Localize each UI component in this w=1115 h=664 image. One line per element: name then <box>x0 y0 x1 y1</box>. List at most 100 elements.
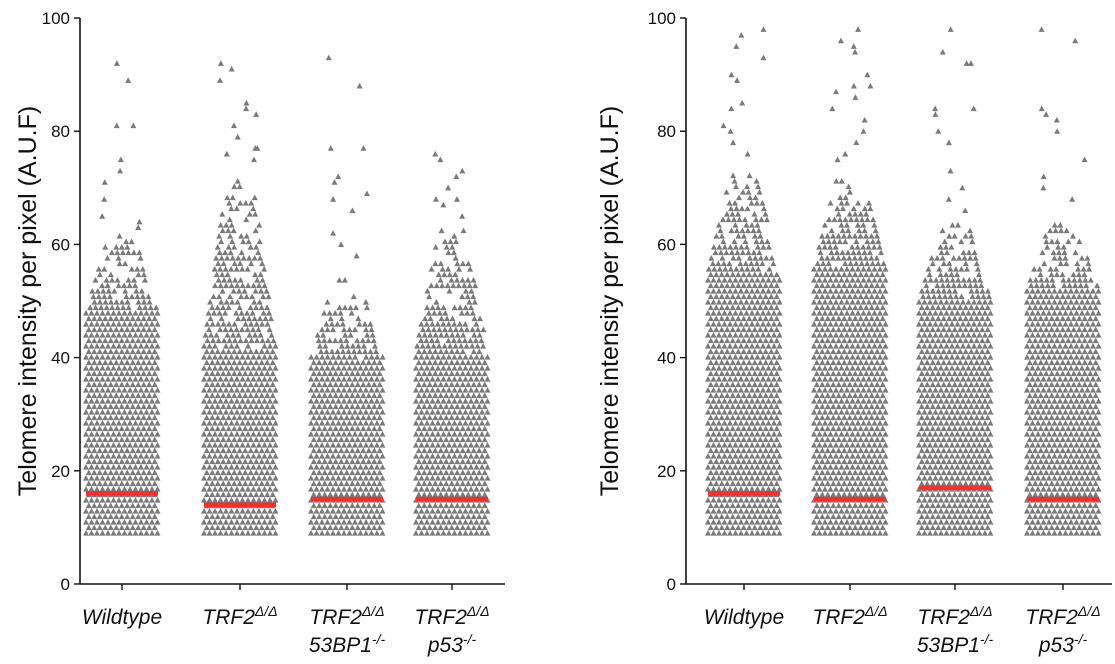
data-point <box>943 343 950 349</box>
data-point <box>935 502 942 509</box>
data-point <box>830 513 837 520</box>
data-point <box>426 491 433 498</box>
data-point <box>760 475 766 481</box>
data-point <box>751 211 758 217</box>
data-point <box>715 260 722 267</box>
data-point <box>446 354 452 360</box>
data-point <box>949 530 955 536</box>
data-point <box>947 266 954 272</box>
data-point <box>849 354 856 360</box>
data-point <box>1046 442 1052 448</box>
data-point <box>838 277 845 283</box>
data-point <box>852 293 859 300</box>
data-point <box>448 370 455 377</box>
data-point <box>225 244 232 250</box>
data-point <box>346 475 353 481</box>
data-point <box>454 370 461 377</box>
data-point <box>856 227 863 234</box>
data-point <box>824 524 831 531</box>
data-point <box>846 304 853 311</box>
data-point <box>476 491 483 498</box>
data-point <box>365 447 372 454</box>
data-point <box>120 304 127 311</box>
data-point <box>946 480 953 487</box>
data-point <box>853 216 860 223</box>
data-point <box>365 370 372 377</box>
data-point <box>979 403 986 410</box>
data-point <box>96 458 103 465</box>
data-point <box>448 480 455 487</box>
data-point <box>987 442 994 448</box>
data-point <box>212 464 218 470</box>
data-point <box>220 403 227 410</box>
data-point <box>217 508 224 514</box>
data-point <box>971 387 977 393</box>
data-point <box>738 332 744 338</box>
data-point <box>437 260 444 267</box>
data-point <box>228 387 235 393</box>
data-point <box>85 414 92 421</box>
data-point <box>882 508 889 514</box>
data-point <box>738 420 744 426</box>
data-point <box>755 227 762 234</box>
data-point <box>83 343 89 349</box>
data-point <box>479 464 485 470</box>
data-point <box>435 420 441 426</box>
data-point <box>203 480 210 487</box>
data-point <box>134 266 141 272</box>
data-point <box>727 453 733 459</box>
data-point <box>979 348 986 355</box>
data-point <box>351 348 358 355</box>
data-point <box>751 458 758 465</box>
data-point <box>819 337 826 344</box>
data-point <box>1024 453 1030 459</box>
data-point <box>225 447 232 454</box>
data-point <box>110 409 117 415</box>
data-point <box>462 321 469 327</box>
data-point <box>341 420 347 426</box>
data-point <box>921 497 928 503</box>
data-point <box>965 321 972 327</box>
data-point <box>727 376 733 382</box>
data-point <box>484 354 491 360</box>
data-point <box>91 480 98 487</box>
data-point <box>751 370 758 377</box>
data-point <box>727 332 733 338</box>
data-point <box>960 431 966 437</box>
data-point <box>448 359 455 366</box>
data-point <box>705 354 711 360</box>
data-point <box>960 519 966 525</box>
data-point <box>216 310 223 316</box>
data-point <box>327 359 334 366</box>
data-point <box>457 387 463 393</box>
data-point <box>454 403 461 410</box>
data-point <box>868 348 875 355</box>
data-point <box>982 431 988 437</box>
data-point <box>754 464 761 470</box>
data-point <box>768 469 775 476</box>
data-point <box>984 348 991 355</box>
data-point <box>459 425 466 432</box>
data-point <box>846 315 853 322</box>
data-point <box>122 260 129 267</box>
data-point <box>146 337 153 344</box>
data-point <box>341 431 347 437</box>
data-point <box>201 431 207 437</box>
data-point <box>738 365 744 371</box>
data-point <box>435 508 441 514</box>
data-point <box>418 519 425 525</box>
data-point <box>855 365 861 371</box>
data-point <box>768 282 775 289</box>
data-point <box>140 513 147 520</box>
data-point <box>223 150 230 157</box>
series-points <box>705 26 783 536</box>
data-point <box>343 502 350 509</box>
data-point <box>718 326 725 333</box>
data-point <box>874 271 881 278</box>
data-point <box>940 260 947 267</box>
data-point <box>713 436 720 443</box>
data-point <box>143 475 150 481</box>
data-point <box>138 486 144 492</box>
data-point <box>149 376 155 382</box>
data-point <box>321 337 328 344</box>
